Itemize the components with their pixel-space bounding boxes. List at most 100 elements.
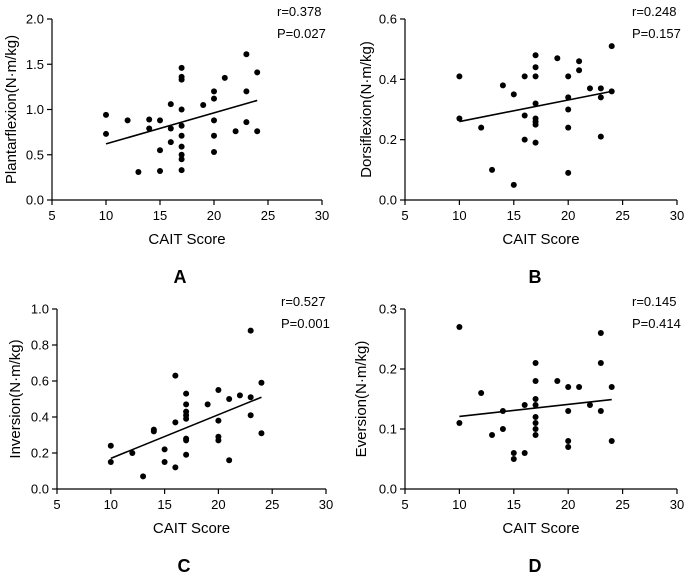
x-axis-title: CAIT Score [502, 231, 579, 248]
data-point [178, 156, 185, 163]
y-axis-title: Eversion(N·m/kg) [353, 341, 370, 458]
data-point [204, 401, 211, 408]
y-axis-title: Dorsiflexion(N·m/kg) [358, 41, 375, 178]
data-point [178, 64, 185, 71]
data-point [135, 168, 142, 175]
data-point [510, 181, 517, 188]
data-point [243, 119, 250, 126]
x-tick-label: 10 [104, 497, 118, 512]
y-tick-label: 0.3 [379, 302, 397, 317]
data-point [586, 85, 593, 92]
data-point [157, 168, 163, 175]
data-point [532, 73, 539, 80]
x-tick-label: 20 [561, 208, 575, 223]
data-point [172, 419, 179, 426]
y-tick-label: 0.0 [379, 193, 397, 208]
x-tick-label: 15 [153, 208, 167, 223]
y-tick-label: 0.6 [31, 374, 49, 389]
data-point [478, 124, 485, 131]
data-point [236, 392, 243, 399]
data-point [456, 73, 463, 80]
y-tick-label: 0.5 [26, 147, 44, 162]
data-point [521, 73, 528, 80]
y-tick-label: 0.0 [379, 482, 397, 497]
data-point [510, 91, 517, 98]
data-point [565, 169, 572, 176]
y-tick-label: 0.6 [379, 12, 397, 27]
regression-line [105, 99, 258, 145]
data-point [215, 437, 222, 444]
x-tick-label: 20 [207, 208, 221, 223]
data-point [258, 379, 265, 386]
panel-letter: D [529, 556, 542, 574]
data-point [597, 94, 604, 101]
data-point [215, 387, 222, 393]
data-point [178, 151, 185, 158]
data-point [247, 412, 254, 419]
data-point [211, 95, 217, 102]
data-point [532, 360, 539, 366]
data-point [456, 115, 463, 122]
y-tick-label: 0.8 [31, 338, 49, 353]
data-point [608, 384, 615, 390]
data-point [167, 125, 174, 132]
data-point [254, 128, 261, 135]
p-value: P=0.157 [632, 26, 681, 41]
x-tick-label: 15 [507, 208, 521, 223]
data-point [247, 394, 254, 401]
y-tick-label: 0.2 [379, 132, 397, 147]
data-point [161, 446, 168, 453]
panel-d: 5 10 15 20 25 30 0.0 0.1 0.2 0.3 CAIT Score Eversio… [353, 294, 684, 574]
data-point [172, 464, 179, 471]
y-tick-label: 0.0 [26, 193, 44, 208]
data-point [608, 43, 615, 50]
y-tick-label: 0.4 [379, 72, 397, 87]
data-point [211, 149, 217, 156]
data-point [510, 450, 517, 456]
x-axis-title: CAIT Score [502, 520, 579, 537]
data-point [565, 106, 572, 113]
y-tick-label: 0.1 [379, 422, 397, 437]
data-point [456, 420, 463, 426]
y-tick-label: 0.0 [31, 482, 49, 497]
data-point [532, 121, 539, 128]
data-point [146, 116, 153, 123]
data-point [211, 88, 217, 95]
data-point [554, 378, 561, 384]
data-point [532, 402, 539, 408]
data-point [576, 58, 583, 65]
p-value: P=0.027 [277, 26, 326, 41]
data-point [172, 372, 179, 379]
data-point [178, 76, 185, 83]
data-point [586, 402, 593, 408]
data-point [532, 396, 539, 402]
y-tick-label: 2.0 [26, 12, 44, 27]
data-point [157, 147, 163, 154]
data-point [576, 384, 583, 390]
correlation-r: r=0.527 [281, 294, 325, 309]
data-point [211, 117, 217, 124]
x-tick-label: 30 [670, 497, 684, 512]
data-point [532, 378, 539, 384]
data-point [532, 52, 539, 59]
data-point [576, 67, 583, 74]
x-tick-label: 10 [452, 208, 466, 223]
data-point [565, 438, 572, 444]
data-point [499, 426, 506, 432]
data-point [178, 132, 185, 139]
data-point [254, 69, 261, 76]
data-point [521, 136, 528, 143]
x-tick-label: 20 [561, 497, 575, 512]
data-point [597, 408, 604, 414]
data-point [183, 390, 190, 397]
data-point [103, 111, 109, 118]
data-point [146, 125, 153, 132]
data-point [565, 408, 572, 414]
data-point [150, 428, 157, 435]
data-point [183, 415, 190, 422]
y-axis-title: Inversion(N·m/kg) [7, 339, 24, 458]
p-value: P=0.001 [281, 316, 330, 331]
data-point [103, 130, 109, 137]
y-tick-label: 0.2 [31, 446, 49, 461]
x-tick-label: 15 [507, 497, 521, 512]
